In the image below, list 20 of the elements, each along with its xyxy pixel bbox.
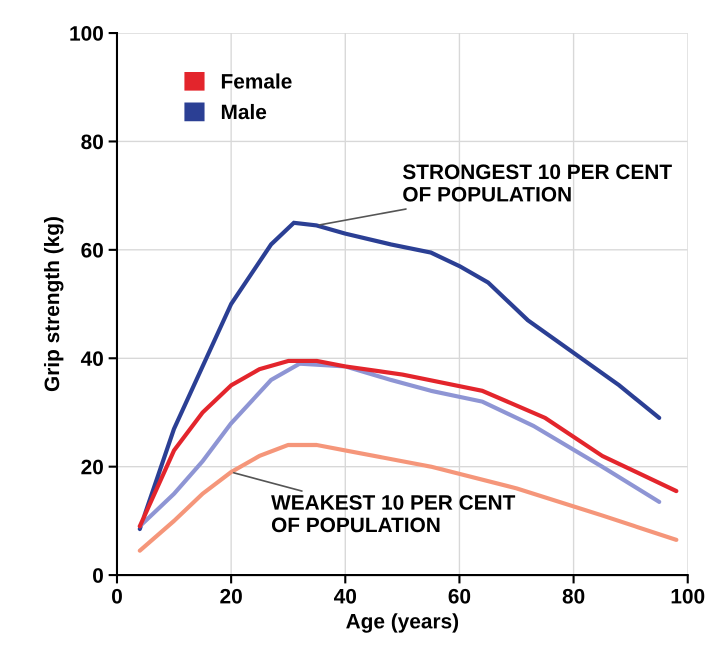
x-tick-label: 40 bbox=[334, 588, 356, 604]
y-tick-label: 60 bbox=[81, 242, 103, 258]
x-tick-label: 100 bbox=[672, 588, 704, 604]
line-series bbox=[138, 442, 678, 553]
y-tick-label: 100 bbox=[70, 26, 103, 41]
y-tick-label: 0 bbox=[93, 568, 103, 583]
annotation: WEAKEST 10 PER CENT OF POPULATION bbox=[271, 495, 516, 532]
legend-label: Female bbox=[222, 73, 292, 89]
line-series bbox=[138, 220, 662, 532]
x-tick-label: 0 bbox=[112, 588, 122, 604]
legend-label: Male bbox=[222, 104, 266, 120]
y-tick-label: 80 bbox=[81, 134, 103, 150]
y-axis-title: Grip strength (kg) bbox=[44, 217, 64, 392]
annotation: STRONGEST 10 PER CENT OF POPULATION bbox=[402, 164, 672, 202]
x-tick-label: 20 bbox=[220, 588, 242, 604]
y-tick-label: 40 bbox=[80, 351, 103, 366]
x-tick-label: 80 bbox=[562, 588, 584, 604]
y-tick-label: 20 bbox=[81, 460, 103, 474]
x-axis-title: Age (years) bbox=[346, 613, 458, 633]
x-tick-label: 60 bbox=[448, 588, 470, 604]
